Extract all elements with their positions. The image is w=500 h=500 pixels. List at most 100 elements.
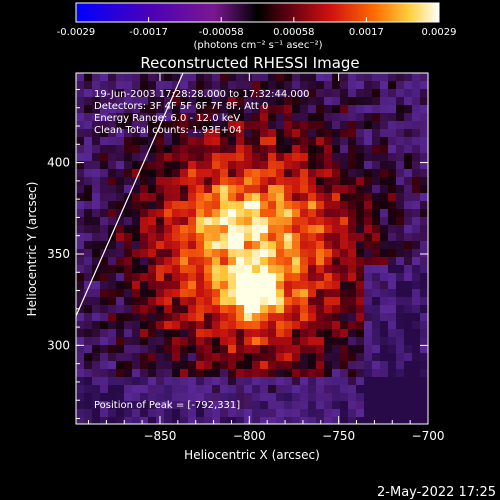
heatmap-cell [332,329,341,338]
heatmap-cell [284,369,293,378]
heatmap-cell [148,265,157,274]
heatmap-cell [372,153,381,162]
heatmap-cell [292,417,301,424]
heatmap-cell [76,177,85,186]
heatmap-cell [324,105,333,114]
heatmap-cell [204,241,213,250]
heatmap-cell [380,369,389,378]
heatmap-cell [396,113,405,122]
heatmap-cell [148,161,157,170]
heatmap-cell [84,185,93,194]
heatmap-cell [212,377,221,386]
heatmap-cell [132,337,141,346]
heatmap-cell [156,81,165,90]
heatmap-cell [412,233,421,242]
heatmap-cell [292,193,301,202]
heatmap-cell [124,113,133,122]
heatmap-cell [308,113,317,122]
heatmap-cell [132,393,141,402]
heatmap-cell [132,249,141,258]
heatmap-cell [316,265,325,274]
heatmap-cell [324,369,333,378]
heatmap-cell [156,265,165,274]
heatmap-cell [76,145,85,154]
heatmap-cell [340,321,349,330]
heatmap-cell [108,313,117,322]
heatmap-cell [212,169,221,178]
heatmap-cell [92,337,101,346]
heatmap-cell [404,169,413,178]
heatmap-cell [348,97,357,106]
heatmap-cell [252,385,261,394]
heatmap-cell [332,233,341,242]
heatmap-cell [140,297,149,306]
heatmap-cell [396,129,405,138]
heatmap-cell [356,409,365,418]
heatmap-cell [364,249,373,258]
heatmap-cell [372,401,381,410]
heatmap-cell [132,193,141,202]
heatmap-cell [180,153,189,162]
heatmap-cell [116,409,125,418]
heatmap-cell [204,281,213,290]
heatmap-cell [420,257,428,266]
heatmap-cell [108,249,117,258]
x-tick-label: −700 [412,429,445,443]
heatmap-cell [236,289,245,298]
heatmap-cell [92,369,101,378]
heatmap-cell [92,329,101,338]
heatmap-cell [92,153,101,162]
heatmap-cell [276,81,285,90]
heatmap-cell [364,409,373,418]
heatmap-cell [156,113,165,122]
heatmap-cell [388,129,397,138]
heatmap-cell [188,153,197,162]
heatmap-cell [124,361,133,370]
heatmap-cell [124,297,133,306]
heatmap-cell [76,409,85,418]
heatmap-cell [228,313,237,322]
heatmap-cell [156,401,165,410]
heatmap-cell [124,393,133,402]
heatmap-cell [100,217,109,226]
heatmap-cell [420,169,428,178]
heatmap-cell [204,137,213,146]
heatmap-cell [220,153,229,162]
heatmap-cell [132,265,141,274]
heatmap-cell [140,201,149,210]
heatmap-cell [108,73,117,82]
heatmap-cell [412,193,421,202]
heatmap-cell [156,353,165,362]
heatmap-cell [108,257,117,266]
heatmap-cell [116,273,125,282]
heatmap-cell [116,321,125,330]
heatmap-cell [252,81,261,90]
heatmap-cell [372,345,381,354]
heatmap-cell [300,81,309,90]
heatmap-cell [196,113,205,122]
heatmap-cell [212,345,221,354]
heatmap-cell [412,105,421,114]
heatmap-cell [164,305,173,314]
heatmap-cell [396,305,405,314]
heatmap-cell [372,393,381,402]
heatmap-cell [276,129,285,138]
heatmap-cell [364,169,373,178]
heatmap-cell [268,129,277,138]
heatmap-cell [348,217,357,226]
heatmap-cell [316,113,325,122]
heatmap-cell [180,81,189,90]
heatmap-cell [316,281,325,290]
heatmap-cell [420,353,428,362]
heatmap-cell [260,417,269,424]
heatmap-cell [292,81,301,90]
heatmap-cell [172,113,181,122]
heatmap-cell [340,185,349,194]
heatmap-cell [356,361,365,370]
heatmap-cell [228,417,237,424]
heatmap-cell [196,185,205,194]
heatmap-cell [172,225,181,234]
heatmap-cell [268,401,277,410]
heatmap-cell [244,409,253,418]
heatmap-cell [396,345,405,354]
